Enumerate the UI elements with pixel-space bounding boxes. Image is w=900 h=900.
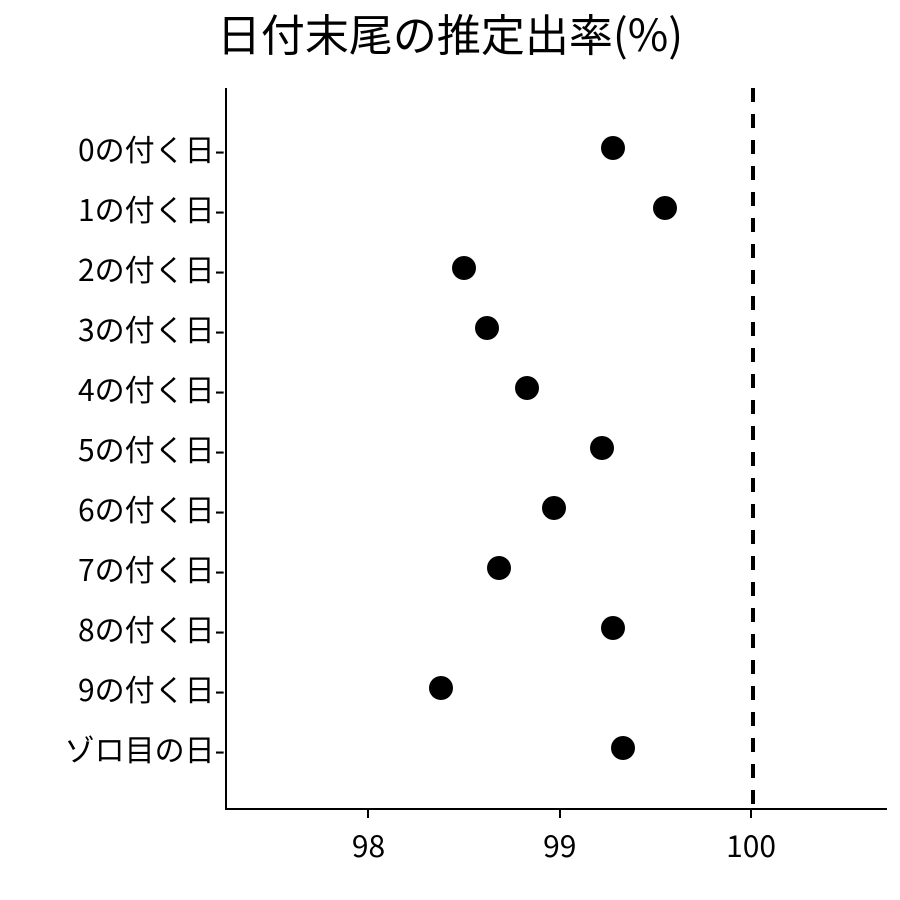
x-tick-label: 98 (352, 822, 385, 866)
data-point (475, 316, 499, 340)
y-tick-label: 2の付く日- (78, 246, 225, 290)
data-point (653, 196, 677, 220)
chart-container: 日付末尾の推定出率(%) 0の付く日- 1の付く日- 2の付く日- 3の付く日- 4の付… (0, 0, 900, 900)
x-tick-mark (367, 808, 369, 818)
data-point (611, 736, 635, 760)
y-tick-label: 4の付く日- (78, 366, 225, 410)
y-tick-label: 1の付く日- (78, 186, 225, 230)
x-tick-mark (559, 808, 561, 818)
data-point (542, 496, 566, 520)
data-point (487, 556, 511, 580)
reference-line (751, 88, 755, 808)
y-tick-label: 3の付く日- (78, 306, 225, 350)
data-point (452, 256, 476, 280)
y-tick-label: ゾロ目の日- (65, 726, 225, 770)
y-tick-label: 8の付く日- (78, 606, 225, 650)
x-tick-label: 99 (543, 822, 576, 866)
data-point (590, 436, 614, 460)
y-tick-label: 6の付く日- (78, 486, 225, 530)
data-point (429, 676, 453, 700)
y-tick-label: 9の付く日- (78, 666, 225, 710)
y-tick-label: 7の付く日- (78, 546, 225, 590)
x-tick-label: 100 (726, 822, 776, 866)
data-point (601, 616, 625, 640)
data-point (515, 376, 539, 400)
x-tick-mark (750, 808, 752, 818)
plot-area (225, 88, 887, 810)
y-tick-label: 5の付く日- (78, 426, 225, 470)
y-tick-label: 0の付く日- (78, 126, 225, 170)
data-point (601, 136, 625, 160)
chart-title: 日付末尾の推定出率(%) (0, 0, 900, 64)
